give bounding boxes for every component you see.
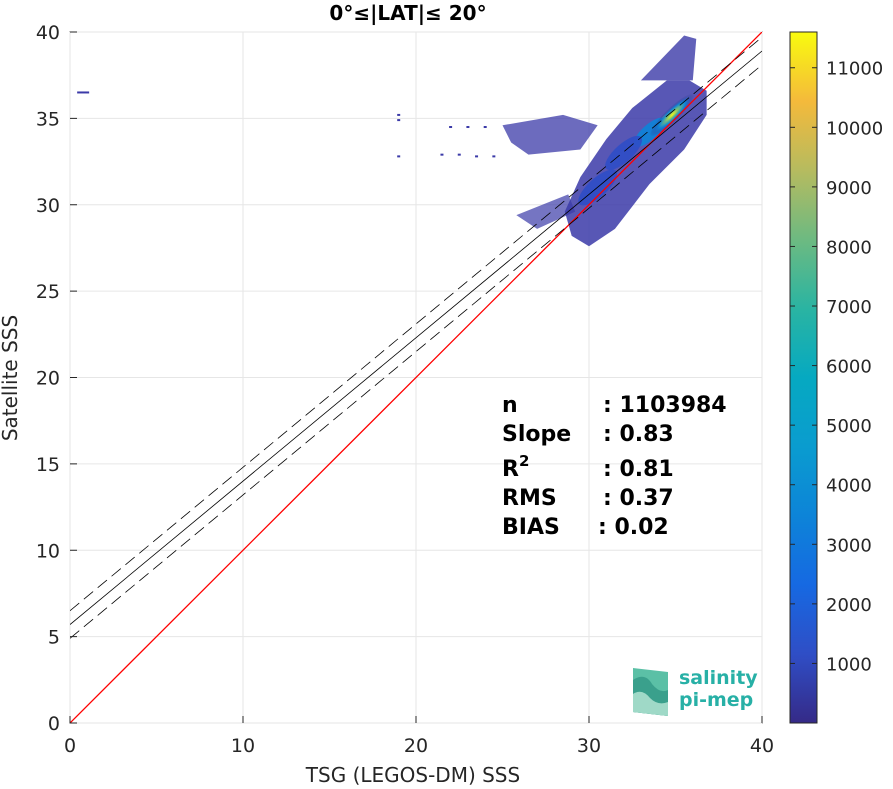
- outlier-point: [492, 155, 496, 158]
- density-region: [502, 114, 598, 155]
- colorbar-tick-label: 7000: [826, 297, 872, 318]
- colorbar-tick-label: 3000: [826, 535, 872, 556]
- wave-logo-icon: [633, 668, 668, 716]
- y-axis-label: Satellite SSS: [0, 315, 22, 441]
- outlier-point: [397, 119, 401, 122]
- colorbar-tick-label: 11000: [826, 59, 883, 80]
- fit-bound-line: [70, 64, 762, 639]
- outlier-point: [475, 155, 479, 158]
- density-region: [516, 194, 576, 229]
- y-tick-label: 25: [36, 281, 60, 303]
- outlier-point: [466, 126, 470, 129]
- stat-label: n: [502, 393, 518, 418]
- x-axis-label: TSG (LEGOS-DM) SSS: [305, 763, 520, 787]
- chart-title: 0°≤|LAT|≤ 20°: [329, 1, 486, 25]
- colorbar-tick-label: 6000: [826, 357, 872, 378]
- logo-line-2: pi-mep: [679, 689, 753, 711]
- x-tick-label: 30: [577, 735, 601, 757]
- y-tick-label: 20: [36, 368, 60, 390]
- y-tick-label: 10: [36, 540, 60, 562]
- x-axis-ticks: 0 10 20 30 40: [64, 716, 774, 757]
- stat-value: : 0.83: [603, 422, 674, 447]
- outlier-point: [77, 91, 90, 94]
- colorbar-tick-label: 2000: [826, 595, 872, 616]
- x-tick-label: 0: [64, 735, 76, 757]
- colorbar-ticks: 1000 2000 3000 4000 5000 6000 7000 8000 9000 1000…: [790, 59, 883, 675]
- colorbar-tick-label: 1000: [826, 654, 872, 675]
- y-tick-label: 30: [36, 195, 60, 217]
- identity-line: [70, 32, 762, 723]
- outlier-point: [457, 153, 461, 156]
- stat-label: Slope: [502, 422, 571, 447]
- colorbar-tick-label: 5000: [826, 416, 872, 437]
- fit-bound-line: [70, 36, 762, 612]
- stat-label: RMS: [502, 486, 557, 511]
- outlier-point: [440, 153, 444, 156]
- y-tick-label: 5: [48, 627, 60, 649]
- outlier-point: [397, 155, 401, 158]
- colorbar-tick-label: 4000: [826, 476, 872, 497]
- salinity-pi-mep-logo: salinity pi-mep: [633, 667, 758, 716]
- stat-value: : 0.02: [598, 515, 669, 540]
- stat-label: R2: [502, 452, 529, 482]
- x-tick-label: 20: [404, 735, 428, 757]
- stat-value: : 0.37: [603, 486, 674, 511]
- stat-label: BIAS: [502, 515, 560, 540]
- y-axis-ticks: 0 5 10 15 20 25 30 35 40: [36, 22, 77, 735]
- y-tick-label: 35: [36, 108, 60, 130]
- y-tick-label: 15: [36, 454, 60, 476]
- y-tick-label: 0: [48, 713, 60, 735]
- outlier-point: [397, 113, 401, 116]
- stat-value: : 1103984: [603, 393, 727, 418]
- colorbar-tick-label: 10000: [826, 118, 883, 139]
- statistics-box: n : 1103984 Slope : 0.83 R2 : 0.81 RMS : 0.37 BI…: [502, 393, 727, 540]
- regression-lines: [70, 32, 762, 723]
- density-hotspot: [649, 93, 695, 137]
- x-tick-label: 40: [750, 735, 774, 757]
- outlier-point: [483, 126, 487, 129]
- x-tick-label: 10: [231, 735, 255, 757]
- density-region: [640, 35, 697, 81]
- stat-value: : 0.81: [603, 457, 674, 482]
- colorbar-tick-label: 8000: [826, 237, 872, 258]
- y-tick-label: 40: [36, 22, 60, 44]
- logo-line-1: salinity: [679, 667, 758, 689]
- fit-line: [70, 50, 762, 625]
- colorbar: [789, 31, 818, 724]
- colorbar-tick-label: 9000: [826, 178, 872, 199]
- outlier-point: [449, 126, 453, 129]
